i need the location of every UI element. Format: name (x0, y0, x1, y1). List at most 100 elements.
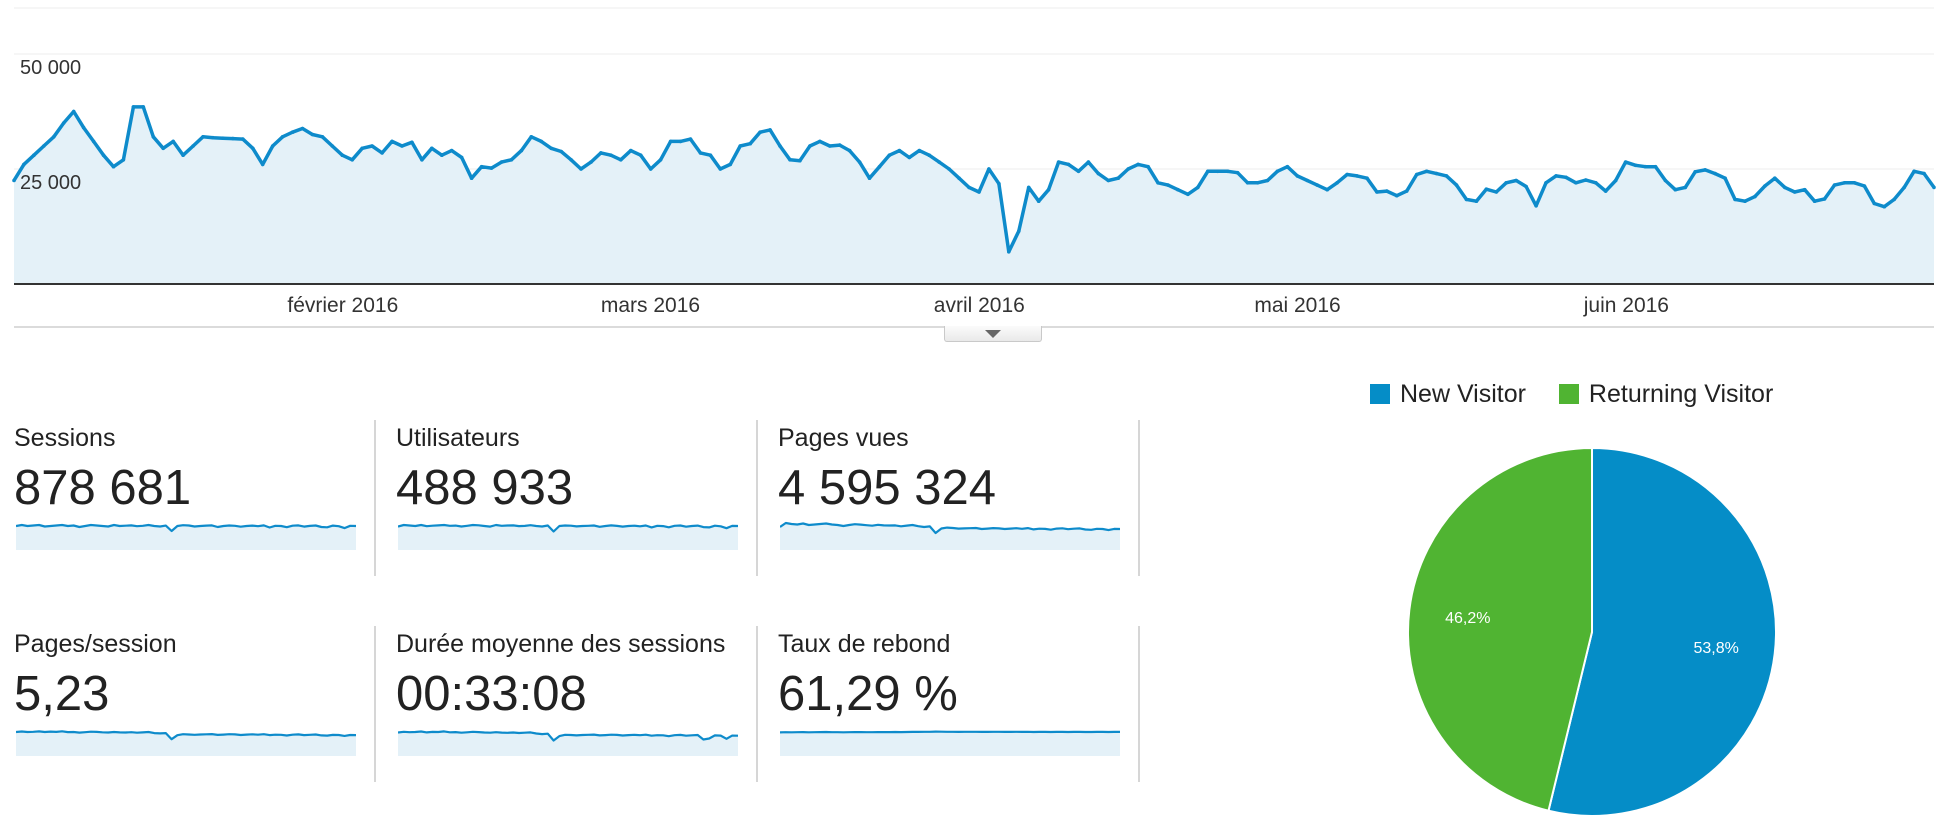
data-point (1922, 171, 1926, 176)
data-point (22, 162, 26, 167)
data-point (1484, 187, 1489, 191)
data-point (728, 162, 733, 167)
area-fill (14, 106, 1934, 285)
metric-value: 00:33:08 (396, 667, 587, 721)
data-point (71, 109, 76, 114)
legend-item-new-visitor[interactable]: New Visitor (1370, 380, 1533, 408)
metric-label: Pages vues (778, 424, 909, 452)
data-point (430, 146, 434, 151)
divider (756, 626, 758, 782)
metric-label: Taux de rebond (778, 630, 951, 658)
data-point (867, 176, 872, 180)
data-point (111, 164, 116, 169)
data-point (1534, 204, 1538, 208)
data-point (1116, 176, 1120, 180)
data-point (1136, 162, 1140, 167)
data-point (1713, 171, 1717, 176)
data-point (330, 144, 335, 148)
divider (1138, 420, 1140, 576)
legend-swatch (1558, 384, 1579, 404)
data-point (738, 144, 742, 148)
data-point (251, 146, 255, 151)
data-point (987, 167, 991, 171)
sparkline-line (780, 521, 1120, 535)
data-point (1106, 178, 1111, 183)
metric-pageviews: Pages vues 4 595 324 (778, 420, 1140, 576)
data-point (1176, 187, 1180, 192)
data-point (1783, 185, 1787, 190)
divider (374, 626, 376, 782)
data-point (1315, 183, 1319, 187)
data-point (1683, 185, 1688, 190)
data-point (231, 136, 235, 141)
data-point (1444, 174, 1449, 178)
divider (756, 420, 758, 576)
legend-label: Returning Visitor (1588, 380, 1774, 408)
data-point (1902, 185, 1906, 190)
data-point (131, 105, 136, 109)
data-point (847, 148, 852, 153)
data-point (937, 160, 941, 164)
metric-avg-session-duration: Durée moyenne des sessions 00:33:08 (396, 626, 758, 782)
data-point (1156, 181, 1160, 185)
data-point (12, 178, 16, 183)
data-point (1375, 190, 1379, 194)
data-point (1017, 229, 1021, 233)
data-point (1305, 178, 1310, 183)
data-point (1454, 183, 1459, 187)
data-point (678, 139, 683, 144)
data-point (1862, 184, 1867, 188)
data-point (619, 158, 623, 162)
data-point (1623, 160, 1628, 164)
data-point (1584, 178, 1588, 182)
collapse-chart-toggle[interactable] (944, 326, 1042, 342)
data-point (1763, 184, 1767, 188)
data-point (718, 167, 723, 171)
data-point (1872, 201, 1877, 206)
sparkline-fill (16, 525, 356, 550)
data-point (1166, 183, 1170, 187)
data-point (171, 139, 175, 144)
data-point (211, 135, 215, 140)
data-point (390, 139, 394, 144)
data-point (1325, 187, 1329, 192)
data-point (788, 158, 792, 162)
data-point (1395, 193, 1399, 198)
visitor-type-pie-chart: 53,8% 46,2% (1406, 446, 1777, 817)
metric-value: 5,23 (14, 667, 110, 721)
data-point (599, 151, 603, 155)
legend-item-returning-visitor[interactable]: Returning Visitor (1558, 380, 1774, 408)
data-point (161, 146, 165, 151)
data-point (1643, 164, 1648, 169)
data-point (1653, 164, 1658, 169)
data-point (440, 153, 444, 157)
data-point (907, 155, 912, 160)
data-point (1096, 171, 1101, 176)
data-point (569, 158, 573, 162)
data-point (489, 166, 494, 170)
data-point (1385, 189, 1389, 193)
metric-label: Sessions (14, 424, 116, 452)
pie-slice-new-visitor (1547, 446, 1777, 817)
data-point (61, 121, 66, 125)
y-tick-label: 50 000 (20, 57, 81, 79)
data-point (1335, 181, 1339, 185)
data-point (1832, 183, 1837, 187)
data-point (768, 128, 772, 132)
data-point (857, 160, 862, 164)
data-point (997, 181, 1001, 186)
data-point (808, 144, 812, 148)
data-point (837, 143, 842, 147)
x-tick-label: avril 2016 (934, 294, 1025, 317)
data-point (887, 153, 892, 157)
data-point (280, 135, 285, 139)
data-point (638, 153, 643, 157)
data-point (1554, 174, 1558, 178)
data-point (648, 167, 653, 171)
metric-label: Durée moyenne des sessions (396, 630, 726, 658)
divider (374, 420, 376, 576)
sparkline-fill (398, 525, 738, 550)
data-point (629, 148, 633, 153)
data-point (191, 144, 195, 148)
data-point (1275, 169, 1280, 174)
